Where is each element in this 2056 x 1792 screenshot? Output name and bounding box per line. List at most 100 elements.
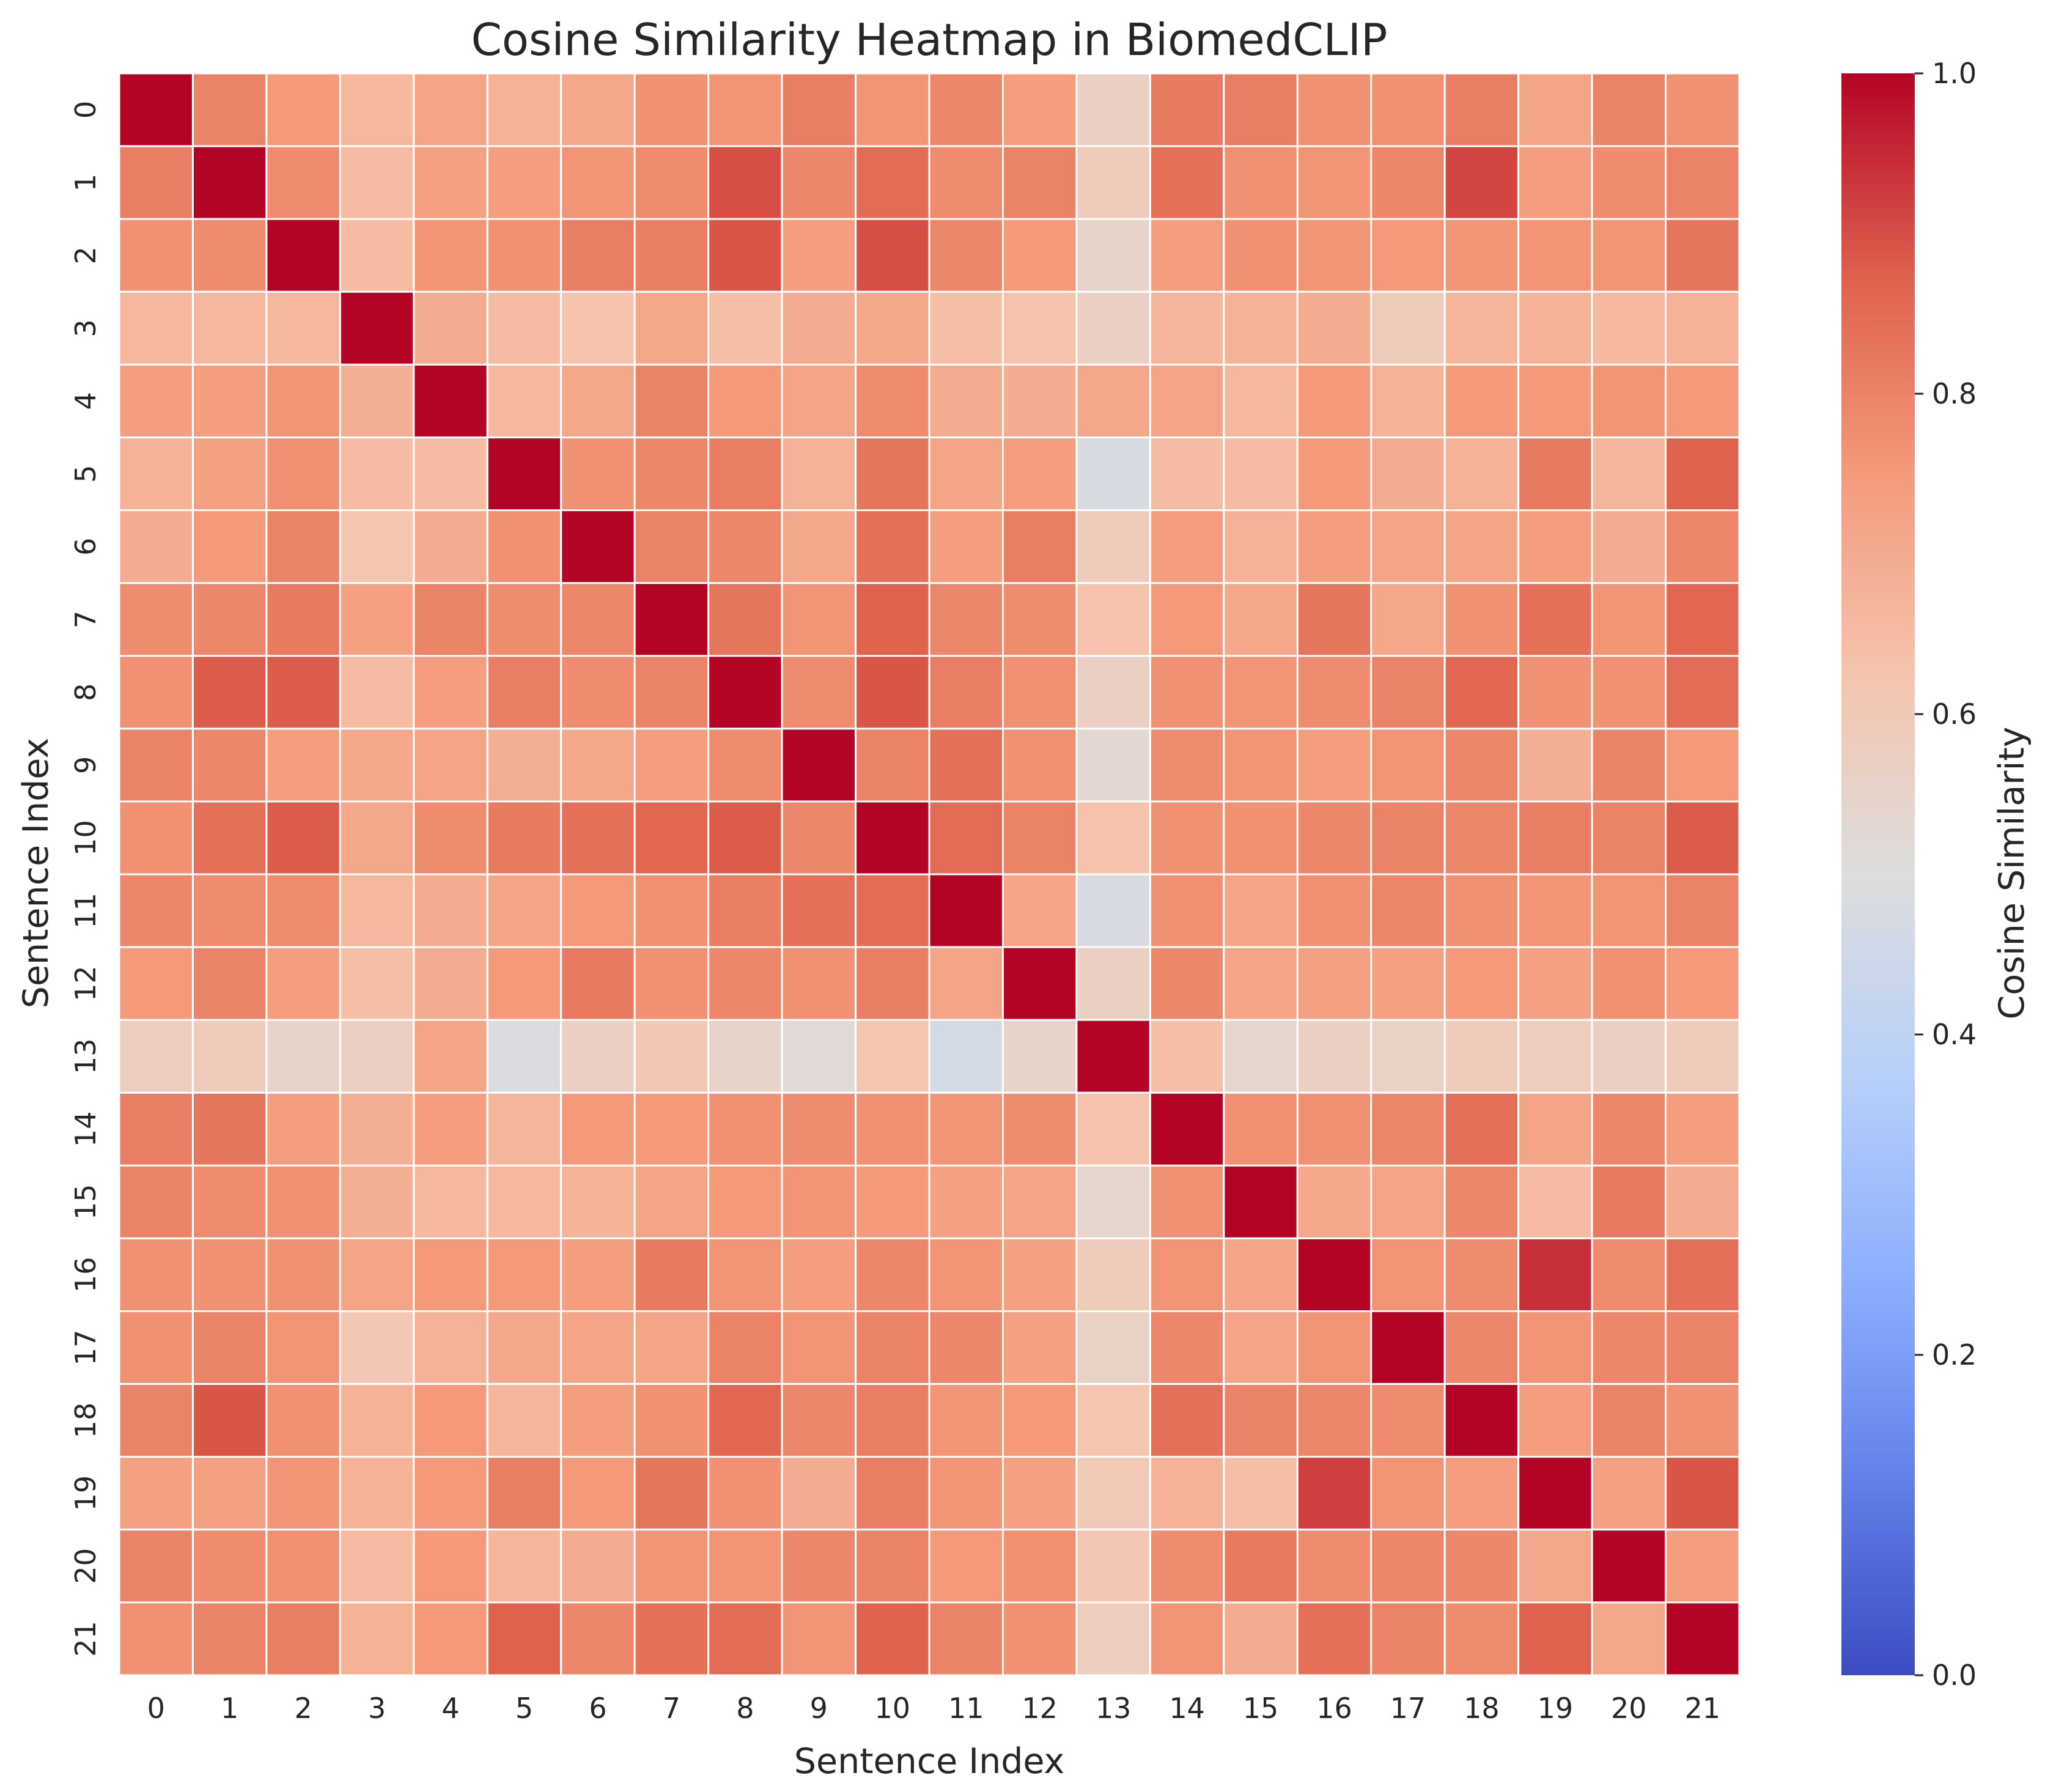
x-tick-label: 7 bbox=[663, 1692, 680, 1725]
heatmap-cell bbox=[413, 145, 488, 220]
heatmap-cell bbox=[1001, 873, 1078, 948]
heatmap-cell bbox=[486, 145, 562, 220]
heatmap-cell bbox=[1370, 1019, 1446, 1094]
heatmap-cell bbox=[1149, 1383, 1225, 1458]
heatmap-cell bbox=[1149, 145, 1225, 220]
heatmap-cell bbox=[781, 218, 857, 293]
heatmap-cell bbox=[928, 1310, 1004, 1385]
heatmap-cell bbox=[486, 1019, 562, 1094]
heatmap-cell bbox=[118, 72, 194, 147]
y-tick-label: 17 bbox=[69, 1330, 102, 1366]
x-tick-label: 9 bbox=[810, 1692, 828, 1725]
heatmap-cell bbox=[1517, 1456, 1593, 1531]
heatmap-cell bbox=[928, 72, 1004, 147]
heatmap-cell bbox=[1370, 436, 1446, 512]
heatmap-cell bbox=[633, 1164, 710, 1239]
heatmap-cell bbox=[1517, 1383, 1593, 1458]
heatmap-cell bbox=[339, 1383, 415, 1458]
heatmap-cell bbox=[707, 873, 783, 948]
heatmap-cell bbox=[191, 290, 268, 366]
heatmap-cell bbox=[339, 1310, 415, 1385]
heatmap-cell bbox=[781, 728, 857, 803]
heatmap-cell bbox=[1370, 145, 1446, 220]
heatmap-cell bbox=[1075, 728, 1151, 803]
heatmap-cell bbox=[1149, 1456, 1225, 1531]
heatmap-cell bbox=[486, 1528, 562, 1604]
heatmap-cell bbox=[1223, 218, 1299, 293]
heatmap-cell bbox=[633, 218, 710, 293]
heatmap-cell bbox=[413, 290, 488, 366]
heatmap-cell bbox=[1517, 1019, 1593, 1094]
heatmap-cell bbox=[265, 72, 341, 147]
heatmap-cell bbox=[1149, 436, 1225, 512]
heatmap-cell bbox=[560, 1164, 636, 1239]
heatmap-cell bbox=[1370, 509, 1446, 584]
heatmap-cell bbox=[1443, 436, 1520, 512]
heatmap-cell bbox=[339, 655, 415, 730]
heatmap-cell bbox=[633, 873, 710, 948]
heatmap-cell bbox=[265, 363, 341, 438]
heatmap-cell bbox=[560, 509, 636, 584]
heatmap-cell bbox=[855, 800, 930, 876]
heatmap-cell bbox=[781, 1528, 857, 1604]
heatmap-cell bbox=[855, 655, 930, 730]
heatmap-cell bbox=[1223, 145, 1299, 220]
heatmap-cell bbox=[1149, 655, 1225, 730]
heatmap-cell bbox=[560, 363, 636, 438]
heatmap-cell bbox=[1370, 946, 1446, 1021]
heatmap-cell bbox=[1075, 1601, 1151, 1676]
heatmap-cell bbox=[1001, 1091, 1078, 1167]
heatmap-cell bbox=[486, 946, 562, 1021]
heatmap-cell bbox=[1296, 290, 1373, 366]
x-tick-label: 19 bbox=[1538, 1692, 1574, 1725]
x-tick-label: 10 bbox=[874, 1692, 910, 1725]
heatmap-cell bbox=[1001, 1310, 1078, 1385]
heatmap-cell bbox=[486, 655, 562, 730]
heatmap-cell bbox=[265, 1383, 341, 1458]
heatmap-cell bbox=[1665, 436, 1741, 512]
heatmap-cell bbox=[1665, 1528, 1741, 1604]
heatmap-cell bbox=[1443, 1019, 1520, 1094]
heatmap-cell bbox=[1370, 1601, 1446, 1676]
heatmap-cell bbox=[191, 800, 268, 876]
heatmap-cell bbox=[1591, 509, 1667, 584]
heatmap-cell bbox=[633, 1310, 710, 1385]
heatmap-cell bbox=[1443, 1164, 1520, 1239]
heatmap-cell bbox=[486, 1091, 562, 1167]
heatmap-cell bbox=[1443, 800, 1520, 876]
heatmap-cell bbox=[781, 145, 857, 220]
x-tick-label: 6 bbox=[589, 1692, 606, 1725]
heatmap-cell bbox=[191, 946, 268, 1021]
heatmap-cell bbox=[781, 1601, 857, 1676]
heatmap-cell bbox=[1370, 1164, 1446, 1239]
heatmap-cell bbox=[1665, 946, 1741, 1021]
heatmap-cell bbox=[1296, 1528, 1373, 1604]
heatmap-cell bbox=[118, 1383, 194, 1458]
heatmap-cell bbox=[855, 218, 930, 293]
heatmap-cell bbox=[1665, 363, 1741, 438]
x-tick-label: 14 bbox=[1169, 1692, 1205, 1725]
heatmap-cell bbox=[928, 1237, 1004, 1313]
heatmap-cell bbox=[1443, 582, 1520, 657]
heatmap-cell bbox=[1591, 873, 1667, 948]
heatmap-cell bbox=[707, 655, 783, 730]
heatmap-cell bbox=[1591, 145, 1667, 220]
heatmap-cell bbox=[1370, 655, 1446, 730]
heatmap-cell bbox=[1591, 1601, 1667, 1676]
heatmap-cell bbox=[339, 1237, 415, 1313]
y-tick-label: 19 bbox=[69, 1475, 102, 1511]
heatmap-cell bbox=[1296, 509, 1373, 584]
heatmap-cell bbox=[781, 72, 857, 147]
heatmap-cell bbox=[1296, 1310, 1373, 1385]
heatmap-cell bbox=[339, 1164, 415, 1239]
y-tick-label: 16 bbox=[69, 1257, 102, 1293]
heatmap-cell bbox=[855, 290, 930, 366]
heatmap-cell bbox=[1075, 873, 1151, 948]
heatmap-cell bbox=[560, 728, 636, 803]
heatmap-cell bbox=[265, 1310, 341, 1385]
heatmap-cell bbox=[1223, 1164, 1299, 1239]
heatmap-cell bbox=[1517, 1601, 1593, 1676]
heatmap-cell bbox=[1443, 1310, 1520, 1385]
heatmap-cell bbox=[1665, 145, 1741, 220]
